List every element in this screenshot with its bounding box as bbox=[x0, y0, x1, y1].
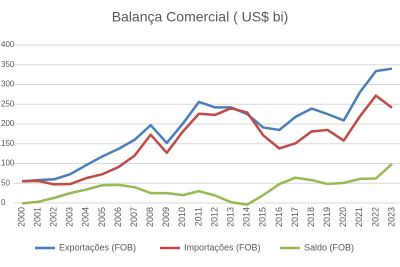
x-tick-label: 2013 bbox=[226, 207, 236, 227]
x-tick-label: 2015 bbox=[258, 207, 268, 227]
y-tick-label: 0 bbox=[1, 198, 6, 207]
legend-label: Saldo (FOB) bbox=[304, 242, 354, 252]
x-tick-label: 2020 bbox=[338, 207, 348, 227]
x-tick-label: 2005 bbox=[97, 207, 107, 227]
x-tick-label: 2021 bbox=[354, 207, 364, 227]
chart-title: Balança Comercial ( US$ bi) bbox=[112, 9, 289, 25]
x-tick-label: 2000 bbox=[16, 207, 26, 227]
x-tick-label: 2022 bbox=[370, 207, 380, 227]
x-tick-label: 2012 bbox=[209, 207, 219, 227]
x-tick-label: 2023 bbox=[386, 207, 396, 227]
x-tick-label: 2017 bbox=[290, 207, 300, 227]
x-tick-label: 2018 bbox=[306, 207, 316, 227]
y-tick-label: 150 bbox=[1, 139, 15, 148]
x-tick-label: 2006 bbox=[113, 207, 123, 227]
y-tick-label: 350 bbox=[1, 60, 15, 69]
y-tick-label: 300 bbox=[1, 80, 15, 89]
y-tick-label: 50 bbox=[1, 178, 10, 187]
series-line bbox=[21, 162, 393, 206]
series-line bbox=[21, 94, 393, 186]
legend-label: Importações (FOB) bbox=[184, 242, 261, 252]
x-tick-label: 2004 bbox=[81, 207, 91, 227]
y-tick-label: 100 bbox=[1, 159, 15, 168]
x-tick-label: 2003 bbox=[65, 207, 75, 227]
x-tick-label: 2009 bbox=[161, 207, 171, 227]
x-tick-label: 2002 bbox=[49, 207, 59, 227]
x-tick-label: 2007 bbox=[129, 207, 139, 227]
series-line bbox=[21, 67, 393, 183]
x-tick-label: 2016 bbox=[274, 207, 284, 227]
x-tick-label: 2001 bbox=[32, 207, 42, 227]
y-tick-label: 400 bbox=[1, 40, 15, 49]
x-tick-label: 2011 bbox=[193, 207, 203, 226]
x-tick-label: 2019 bbox=[322, 207, 332, 227]
x-tick-label: 2014 bbox=[242, 207, 252, 227]
x-tick-label: 2010 bbox=[177, 207, 187, 227]
y-tick-label: 250 bbox=[1, 99, 15, 108]
legend-label: Exportações (FOB) bbox=[59, 242, 136, 252]
y-tick-label: 200 bbox=[1, 119, 15, 128]
x-tick-label: 2008 bbox=[145, 207, 155, 227]
